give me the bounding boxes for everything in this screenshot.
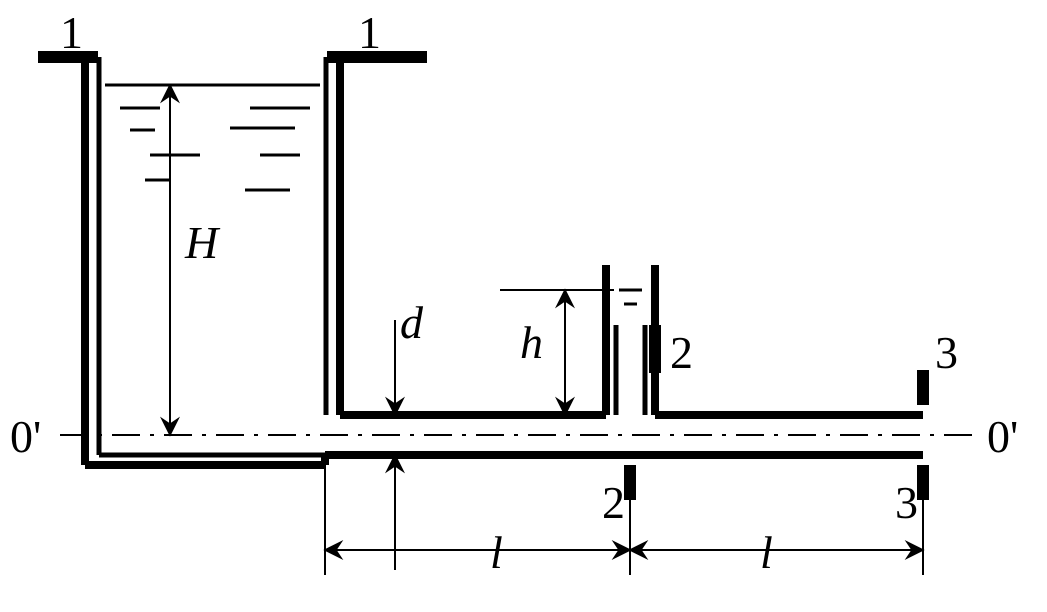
label-sec3a: 3	[935, 330, 958, 376]
label-sec2a: 2	[670, 330, 693, 376]
label-datum_l: 0'	[10, 414, 41, 460]
label-datum_r: 0'	[987, 414, 1018, 460]
label-sec1a: 1	[60, 10, 83, 56]
label-sec1b: 1	[358, 10, 381, 56]
label-sec3b: 3	[895, 480, 918, 526]
label-l1: l	[490, 530, 503, 576]
label-H: H	[185, 220, 218, 266]
hydraulics-diagram	[0, 0, 1047, 612]
label-h: h	[520, 320, 543, 366]
label-l2: l	[760, 530, 773, 576]
label-d: d	[400, 300, 423, 346]
label-sec2b: 2	[602, 480, 625, 526]
